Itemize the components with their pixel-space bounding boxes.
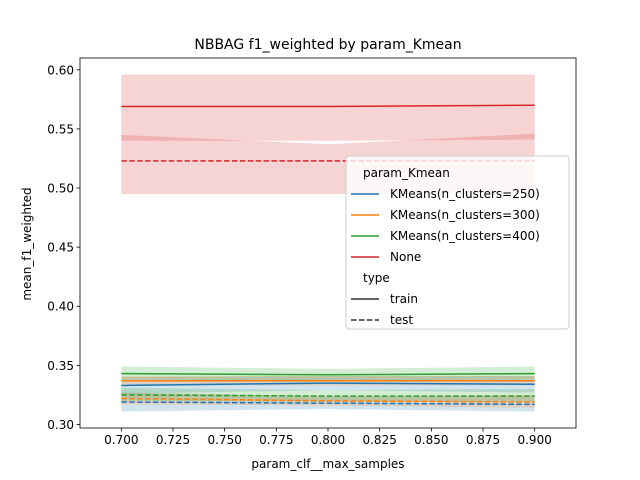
x-tick-label: 0.700 bbox=[104, 433, 138, 447]
x-tick-label: 0.875 bbox=[466, 433, 500, 447]
legend-style-title: type bbox=[363, 271, 390, 285]
y-tick-label: 0.40 bbox=[47, 300, 74, 314]
series-line-train-2 bbox=[121, 372, 535, 376]
x-tick-label: 0.800 bbox=[311, 433, 345, 447]
series-line-train-3 bbox=[121, 104, 535, 108]
x-tick-label: 0.750 bbox=[207, 433, 241, 447]
legend-box bbox=[345, 155, 570, 330]
ci-band-train-2 bbox=[121, 366, 535, 381]
ci-band-test-2 bbox=[121, 387, 535, 402]
legend: param_Kmean KMeans(n_clusters=250) KMeans(… bbox=[345, 155, 570, 330]
ci-band-test-0 bbox=[121, 392, 535, 412]
x-tick-label: 0.725 bbox=[156, 433, 190, 447]
y-axis-label: mean_f1_weighted bbox=[20, 187, 34, 300]
chart-title: NBBAG f1_weighted by param_Kmean bbox=[194, 37, 461, 53]
y-tick-label: 0.30 bbox=[47, 418, 74, 432]
legend-style-0-label: train bbox=[390, 292, 418, 306]
legend-entry-0-label: KMeans(n_clusters=250) bbox=[390, 187, 540, 201]
ci-band-train-3 bbox=[121, 74, 535, 141]
x-tick-label: 0.900 bbox=[517, 433, 551, 447]
series-line-test-0 bbox=[121, 401, 535, 406]
series-line-train-0 bbox=[121, 382, 535, 387]
y-tick-label: 0.45 bbox=[47, 241, 74, 255]
legend-style-1-label: test bbox=[390, 313, 413, 327]
y-tick-label: 0.35 bbox=[47, 359, 74, 373]
series-line-test-2 bbox=[121, 394, 535, 397]
legend-entry-2-label: KMeans(n_clusters=400) bbox=[390, 229, 540, 243]
x-tick-label: 0.825 bbox=[362, 433, 396, 447]
x-tick-label: 0.775 bbox=[259, 433, 293, 447]
series-line-test-1 bbox=[121, 397, 535, 403]
axes: 0.700 0.725 0.750 0.775 0.800 0.825 0.850 0.875… bbox=[47, 63, 552, 447]
y-tick-label: 0.55 bbox=[47, 122, 74, 136]
y-tick-label: 0.50 bbox=[47, 182, 74, 196]
legend-entry-1-label: KMeans(n_clusters=300) bbox=[390, 208, 540, 222]
legend-entry-3-label: None bbox=[390, 250, 421, 264]
x-axis-label: param_clf__max_samples bbox=[251, 457, 404, 471]
y-tick-label: 0.60 bbox=[47, 63, 74, 77]
x-tick-label: 0.850 bbox=[414, 433, 448, 447]
legend-hue-title: param_Kmean bbox=[363, 166, 450, 180]
